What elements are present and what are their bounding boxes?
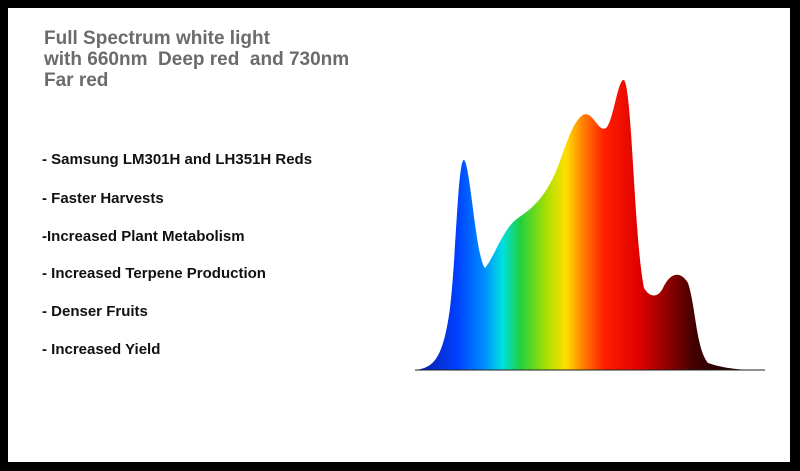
feature-item: - Denser Fruits: [42, 303, 148, 320]
feature-item: - Increased Terpene Production: [42, 265, 266, 282]
title-line: Full Spectrum white light: [44, 28, 270, 49]
feature-item: - Samsung LM301H and LH351H Reds: [42, 151, 313, 168]
spectrum-shape: [415, 79, 765, 370]
feature-item: - Faster Harvests: [42, 190, 164, 207]
slide: Full Spectrum white light with 660nm Deep…: [8, 8, 790, 462]
title-line: Far red: [44, 70, 109, 91]
feature-item: - Increased Yield: [42, 341, 161, 358]
spectrum-graphic: [415, 79, 765, 371]
feature-item: -Increased Plant Metabolism: [42, 228, 245, 245]
title-line: with 660nm Deep red and 730nm: [44, 49, 350, 70]
